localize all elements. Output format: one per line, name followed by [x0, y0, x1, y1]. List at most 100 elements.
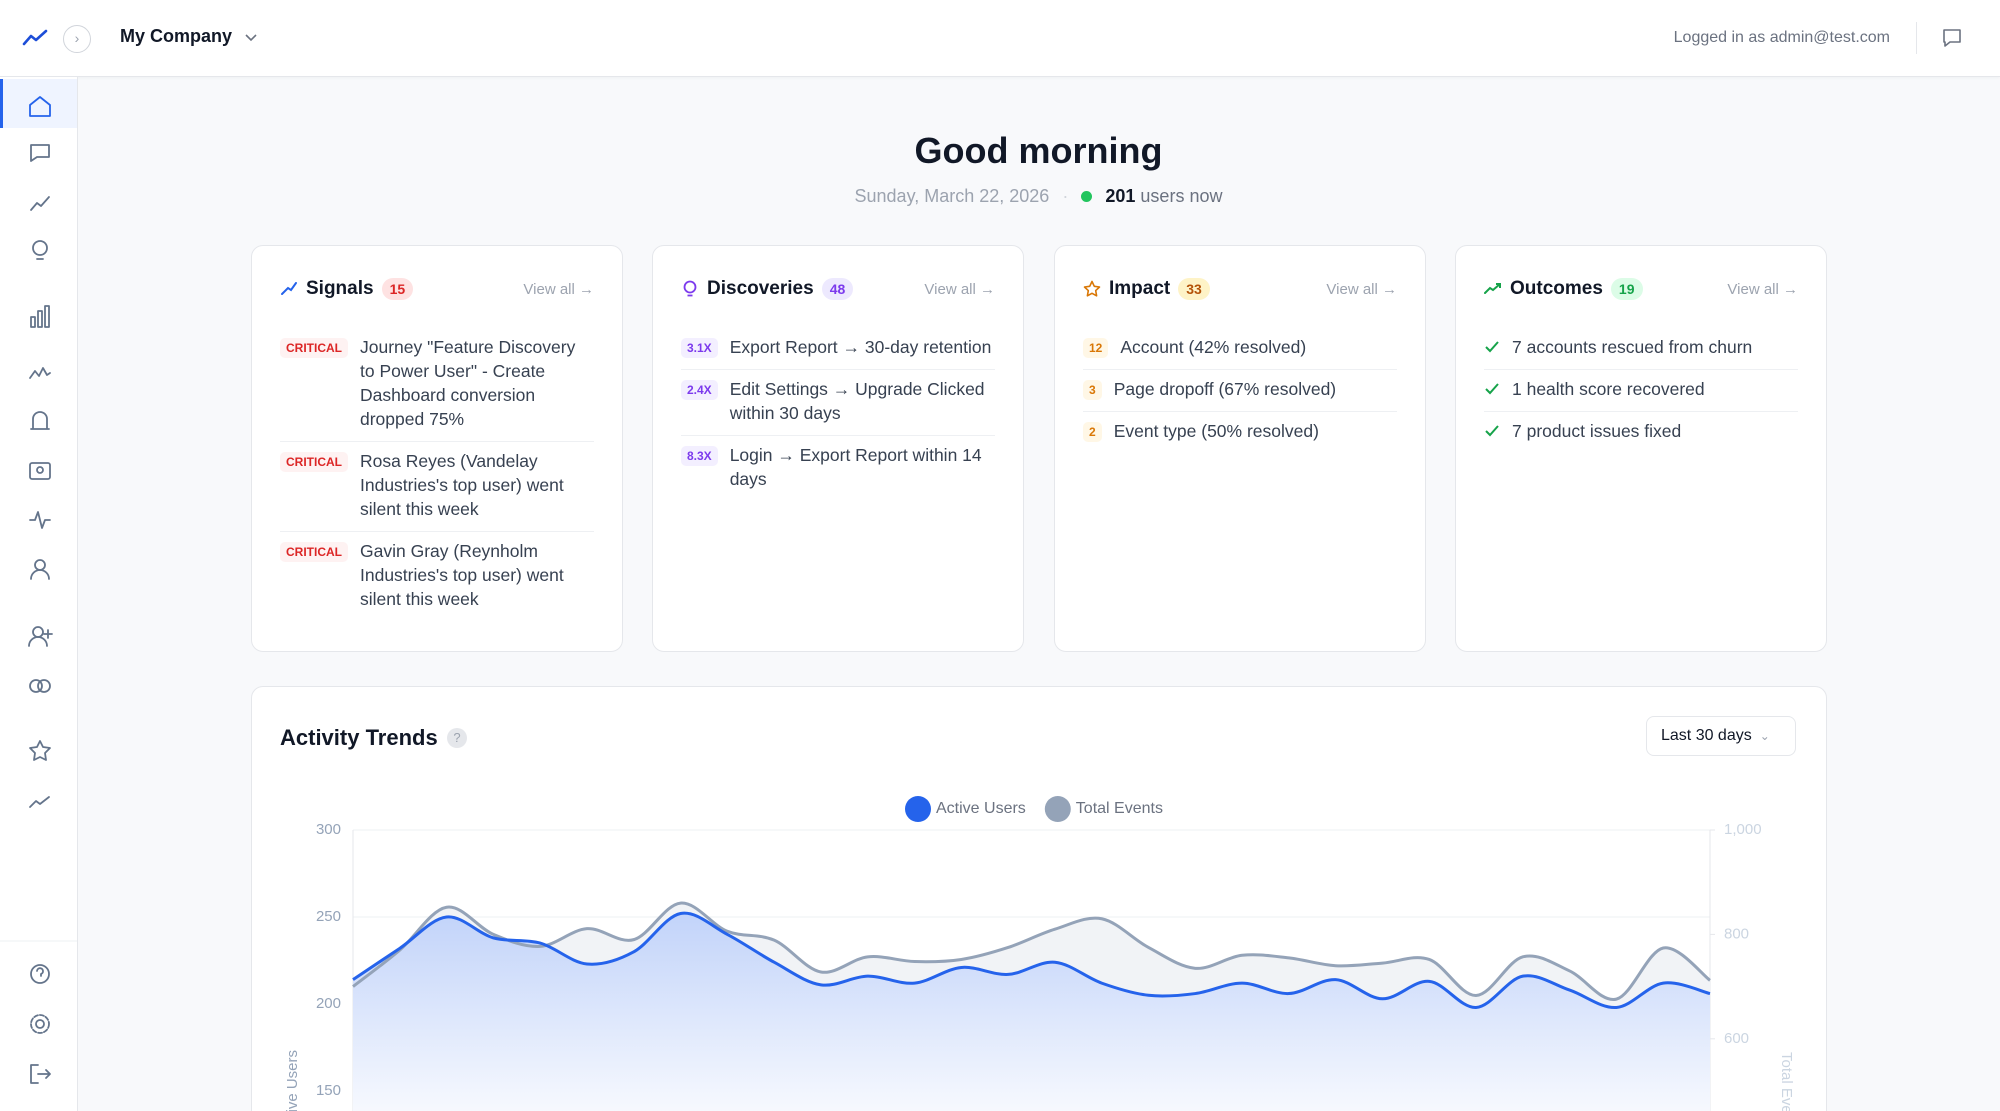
nav-messages[interactable] — [30, 144, 50, 162]
live-dot — [1081, 191, 1093, 202]
card-title: Discoveries — [707, 278, 814, 299]
item-badge: CRITICAL — [280, 452, 348, 472]
item-badge: CRITICAL — [280, 542, 348, 562]
item-text: 7 accounts rescued from churn — [1512, 337, 1753, 357]
card-item[interactable]: 2 Event type (50% resolved) — [1083, 412, 1397, 453]
card-header: Outcomes 19 View all → — [1484, 274, 1798, 304]
activity-title: Activity Trends — [280, 725, 438, 750]
item-text: Login → Export Report within 14 days — [729, 445, 982, 489]
divider — [1916, 22, 1917, 54]
view-all[interactable]: View all → — [523, 280, 594, 298]
nav-alerts[interactable] — [30, 411, 50, 430]
card-items: CRITICAL Journey "Feature Discovery to Po… — [280, 328, 594, 621]
nav-signals[interactable] — [30, 196, 50, 211]
card-item[interactable]: 3.1X Export Report → 30-day retention — [681, 328, 995, 370]
nav-settings[interactable] — [30, 1014, 50, 1034]
card-item[interactable]: 3 Page dropoff (67% resolved) — [1083, 370, 1397, 412]
collapse-button[interactable]: › — [63, 25, 91, 53]
users-count: 201 — [1105, 186, 1136, 206]
nav-home[interactable] — [29, 96, 51, 117]
card-item[interactable]: CRITICAL Journey "Feature Discovery to Po… — [280, 328, 594, 442]
logged-in: Logged in as admin@test.com — [1673, 29, 1890, 46]
item-text: Journey "Feature Discovery to Power User… — [360, 337, 576, 429]
card-count: 19 — [1610, 278, 1643, 300]
card-icon — [1484, 283, 1501, 294]
view-all[interactable]: View all → — [924, 280, 995, 298]
card-item[interactable]: CRITICAL Rosa Reyes (Vandelay Industries'… — [280, 442, 594, 532]
card-item[interactable]: 1 health score recovered — [1484, 370, 1798, 412]
item-badge: 2.4X — [681, 380, 718, 400]
card-title: Outcomes — [1510, 278, 1603, 299]
item-text: 7 product issues fixed — [1512, 421, 1682, 441]
range-select[interactable]: Last 30 days ⌄ — [1646, 716, 1796, 756]
nav-logout[interactable] — [30, 1064, 51, 1084]
item-text: Page dropoff (67% resolved) — [1113, 379, 1337, 399]
item-text: Rosa Reyes (Vandelay Industries's top us… — [360, 451, 564, 519]
card-header: Discoveries 48 View all → — [681, 274, 995, 304]
card-count: 33 — [1178, 278, 1210, 300]
nav-invite[interactable] — [28, 626, 53, 647]
nav-analytics[interactable] — [30, 305, 50, 328]
chat-icon[interactable] — [1941, 27, 1963, 49]
item-text: Event type (50% resolved) — [1113, 421, 1319, 441]
nav-impact[interactable] — [29, 740, 51, 761]
card-item[interactable]: 7 product issues fixed — [1484, 412, 1798, 453]
nav-accounts[interactable] — [29, 462, 51, 480]
logo — [22, 29, 48, 46]
check-icon — [1485, 425, 1499, 437]
nav-users[interactable] — [30, 559, 50, 580]
summary-card: Signals 15 View all → CRITICAL Journey "Feat… — [251, 245, 623, 652]
card-icon — [1083, 280, 1101, 297]
company-dropdown[interactable] — [244, 32, 258, 44]
activity-card: Activity Trends ? Last 30 days ⌄ — [251, 686, 1827, 1111]
item-text: Export Report → 30-day retention — [729, 337, 992, 357]
greeting-subtitle: Sunday, March 22, 2026 · 201 users now — [854, 186, 1223, 206]
card-items: 7 accounts rescued from churn 1 health sc… — [1484, 328, 1798, 453]
card-icon — [281, 282, 297, 295]
check-icon — [1485, 383, 1499, 395]
nav-discoveries[interactable] — [32, 240, 48, 260]
item-badge: 2 — [1083, 422, 1102, 442]
card-item[interactable]: 8.3X Login → Export Report within 14 days — [681, 436, 995, 501]
nav-health[interactable] — [29, 511, 51, 529]
item-badge: 12 — [1083, 338, 1109, 358]
sidebar — [0, 77, 78, 1111]
check-icon — [1485, 341, 1499, 353]
company-name[interactable]: My Company — [120, 26, 233, 46]
item-text: Gavin Gray (Reynholm Industries's top us… — [360, 541, 564, 609]
view-all[interactable]: View all → — [1727, 280, 1798, 298]
nav-trends[interactable] — [29, 367, 51, 379]
item-badge: 3.1X — [681, 338, 718, 358]
card-icon — [683, 280, 697, 297]
summary-card: Discoveries 48 View all → 3.1X Export Report… — [652, 245, 1024, 652]
range-label: Last 30 days — [1661, 727, 1752, 744]
summary-card: Outcomes 19 View all → 7 accounts rescued f… — [1455, 245, 1827, 652]
help-badge[interactable]: ? — [447, 728, 467, 748]
item-text: Edit Settings → Upgrade Clicked within 3… — [729, 379, 985, 423]
card-item[interactable]: 12 Account (42% resolved) — [1083, 328, 1397, 370]
nav-segments[interactable] — [29, 679, 51, 693]
card-item[interactable]: 2.4X Edit Settings → Upgrade Clicked with… — [681, 370, 995, 436]
card-items: 12 Account (42% resolved) 3 Page dropoff (6… — [1083, 328, 1397, 453]
nav-icons — [0, 96, 77, 1084]
card-title: Impact — [1109, 278, 1171, 299]
card-item[interactable]: CRITICAL Gavin Gray (Reynholm Industries'… — [280, 532, 594, 621]
nav-help[interactable] — [30, 964, 50, 984]
card-count: 15 — [381, 278, 414, 300]
card-title: Signals — [306, 278, 374, 299]
item-badge: CRITICAL — [280, 338, 348, 358]
greeting-title: Good morning — [914, 130, 1163, 171]
users-suffix: users now — [1140, 186, 1223, 206]
item-text: Account (42% resolved) — [1120, 337, 1307, 357]
item-badge: 3 — [1083, 380, 1102, 400]
card-header: Signals 15 View all → — [280, 274, 594, 304]
top-bar: › My Company Logged in as admin@test.com — [0, 0, 2000, 77]
item-text: 1 health score recovered — [1512, 379, 1705, 399]
active-nav — [0, 79, 77, 128]
card-item[interactable]: 7 accounts rescued from churn — [1484, 328, 1798, 370]
card-count: 48 — [821, 278, 854, 300]
nav-outcomes[interactable] — [29, 796, 50, 808]
view-all[interactable]: View all → — [1326, 280, 1397, 298]
summary-card: Impact 33 View all → 12 Account (42% resolve… — [1054, 245, 1426, 652]
